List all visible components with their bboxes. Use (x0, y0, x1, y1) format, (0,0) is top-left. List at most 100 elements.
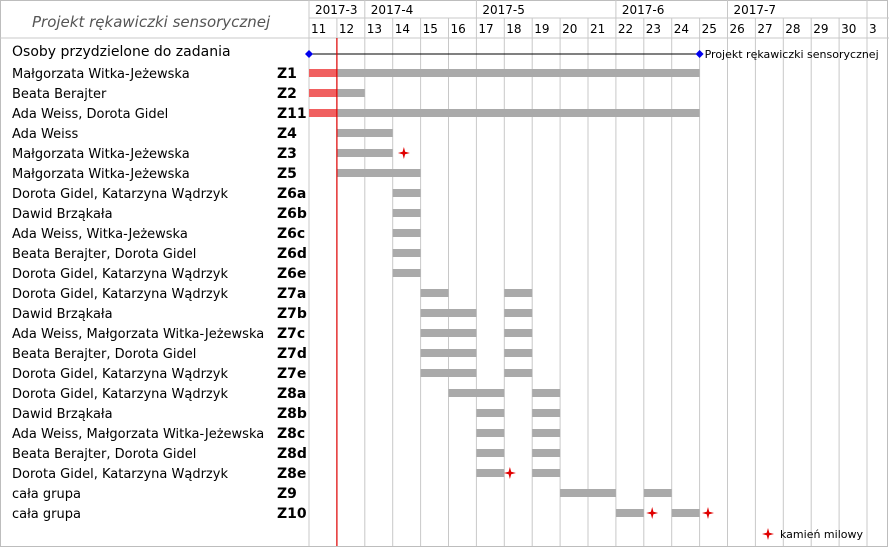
task-bar (671, 509, 700, 517)
task-bar (560, 489, 616, 497)
task-bar (309, 109, 700, 117)
task-assignee-label: Dorota Gidel, Katarzyna Wądrzyk (12, 467, 228, 482)
week-label: 27 (757, 22, 772, 36)
legend-label: kamień milowy (780, 528, 863, 541)
task-id-label: Z7b (277, 306, 307, 322)
task-id-label: Z11 (277, 106, 307, 122)
task-bar (448, 389, 505, 397)
month-label: 2017-6 (622, 3, 665, 17)
task-bar (392, 209, 421, 217)
task-bar (336, 129, 393, 137)
week-label: 22 (618, 22, 633, 36)
month-label: 2017-4 (371, 3, 414, 17)
task-bar (476, 429, 505, 437)
task-progress-bar (309, 109, 337, 117)
task-assignee-label: Dorota Gidel, Katarzyna Wądrzyk (12, 187, 228, 202)
summary-diamond (305, 50, 313, 58)
task-progress-bar (309, 89, 337, 97)
task-id-label: Z6a (277, 186, 306, 202)
task-bar (392, 189, 421, 197)
week-label: 25 (702, 22, 717, 36)
legend-milestone-star (762, 528, 774, 540)
task-progress-bar (309, 69, 337, 77)
task-bar (309, 69, 700, 77)
task-bar (532, 469, 561, 477)
task-id-label: Z3 (277, 146, 297, 162)
task-bar (476, 449, 505, 457)
week-label: 18 (506, 22, 521, 36)
task-bar (532, 409, 561, 417)
task-bar (420, 289, 449, 297)
milestone-star (646, 507, 659, 519)
task-assignee-label: Małgorzata Witka-Jeżewska (12, 147, 190, 162)
task-bar (392, 229, 421, 237)
week-label: 14 (395, 22, 410, 36)
task-id-label: Z8a (277, 386, 306, 402)
summary-label: Projekt rękawiczki sensorycznej (705, 48, 879, 61)
task-bar (476, 409, 505, 417)
task-assignee-label: Beata Berajter, Dorota Gidel (12, 247, 196, 262)
task-bar (420, 369, 477, 377)
task-id-label: Z2 (277, 86, 297, 102)
task-bar (392, 249, 421, 257)
week-label: 29 (813, 22, 828, 36)
task-id-label: Z8e (277, 466, 306, 482)
milestone-star (702, 507, 714, 519)
week-label: 23 (646, 22, 661, 36)
task-assignee-label: Ada Weiss, Małgorzata Witka-Jeżewska (12, 427, 264, 442)
task-assignee-label: Dorota Gidel, Katarzyna Wądrzyk (12, 367, 228, 382)
task-id-label: Z9 (277, 486, 297, 502)
task-id-label: Z4 (277, 126, 297, 142)
task-bar (504, 369, 533, 377)
week-label: 12 (339, 22, 354, 36)
task-assignee-label: Beata Berajter (12, 87, 107, 102)
week-label: 28 (785, 22, 800, 36)
month-label: 2017-7 (734, 3, 777, 17)
assignee-column-header: Osoby przydzielone do zadania (12, 44, 231, 60)
task-assignee-label: Ada Weiss, Małgorzata Witka-Jeżewska (12, 327, 264, 342)
month-label: 2017-3 (315, 3, 358, 17)
task-assignee-label: Beata Berajter, Dorota Gidel (12, 347, 196, 362)
task-bar (504, 349, 533, 357)
task-assignee-label: Ada Weiss (12, 127, 78, 142)
week-label: 13 (367, 22, 382, 36)
month-label: 2017-5 (482, 3, 525, 17)
chart-title: Projekt rękawiczki sensorycznej (32, 13, 271, 31)
week-label: 30 (841, 22, 856, 36)
task-id-label: Z8d (277, 446, 307, 462)
week-label: 26 (730, 22, 745, 36)
week-label: 17 (478, 22, 493, 36)
task-bar (336, 149, 393, 157)
week-label: 20 (562, 22, 577, 36)
task-assignee-label: Dawid Brząkała (12, 407, 113, 422)
week-label: 21 (590, 22, 605, 36)
summary-diamond (695, 50, 704, 58)
milestone-star (397, 147, 410, 159)
task-id-label: Z8b (277, 406, 307, 422)
task-id-label: Z6e (277, 266, 306, 282)
task-bar (420, 349, 477, 357)
task-id-label: Z8c (277, 426, 305, 442)
task-bar (504, 289, 533, 297)
task-bar (504, 329, 533, 337)
task-assignee-label: Małgorzata Witka-Jeżewska (12, 167, 190, 182)
task-bar (504, 309, 533, 317)
week-label: 19 (534, 22, 549, 36)
task-assignee-label: Ada Weiss, Witka-Jeżewska (12, 227, 188, 242)
week-label: 15 (423, 22, 438, 36)
task-id-label: Z5 (277, 166, 297, 182)
task-assignee-label: Dawid Brząkała (12, 207, 113, 222)
task-id-label: Z7e (277, 366, 306, 382)
task-assignee-label: Małgorzata Witka-Jeżewska (12, 67, 190, 82)
task-assignee-label: cała grupa (12, 487, 81, 502)
task-assignee-label: Ada Weiss, Dorota Gidel (12, 107, 168, 122)
milestone-star (503, 467, 516, 479)
week-label: 11 (311, 22, 326, 36)
task-assignee-label: cała grupa (12, 507, 81, 522)
task-id-label: Z7a (277, 286, 306, 302)
task-id-label: Z10 (277, 506, 307, 522)
task-id-label: Z7c (277, 326, 305, 342)
task-bar (532, 449, 561, 457)
